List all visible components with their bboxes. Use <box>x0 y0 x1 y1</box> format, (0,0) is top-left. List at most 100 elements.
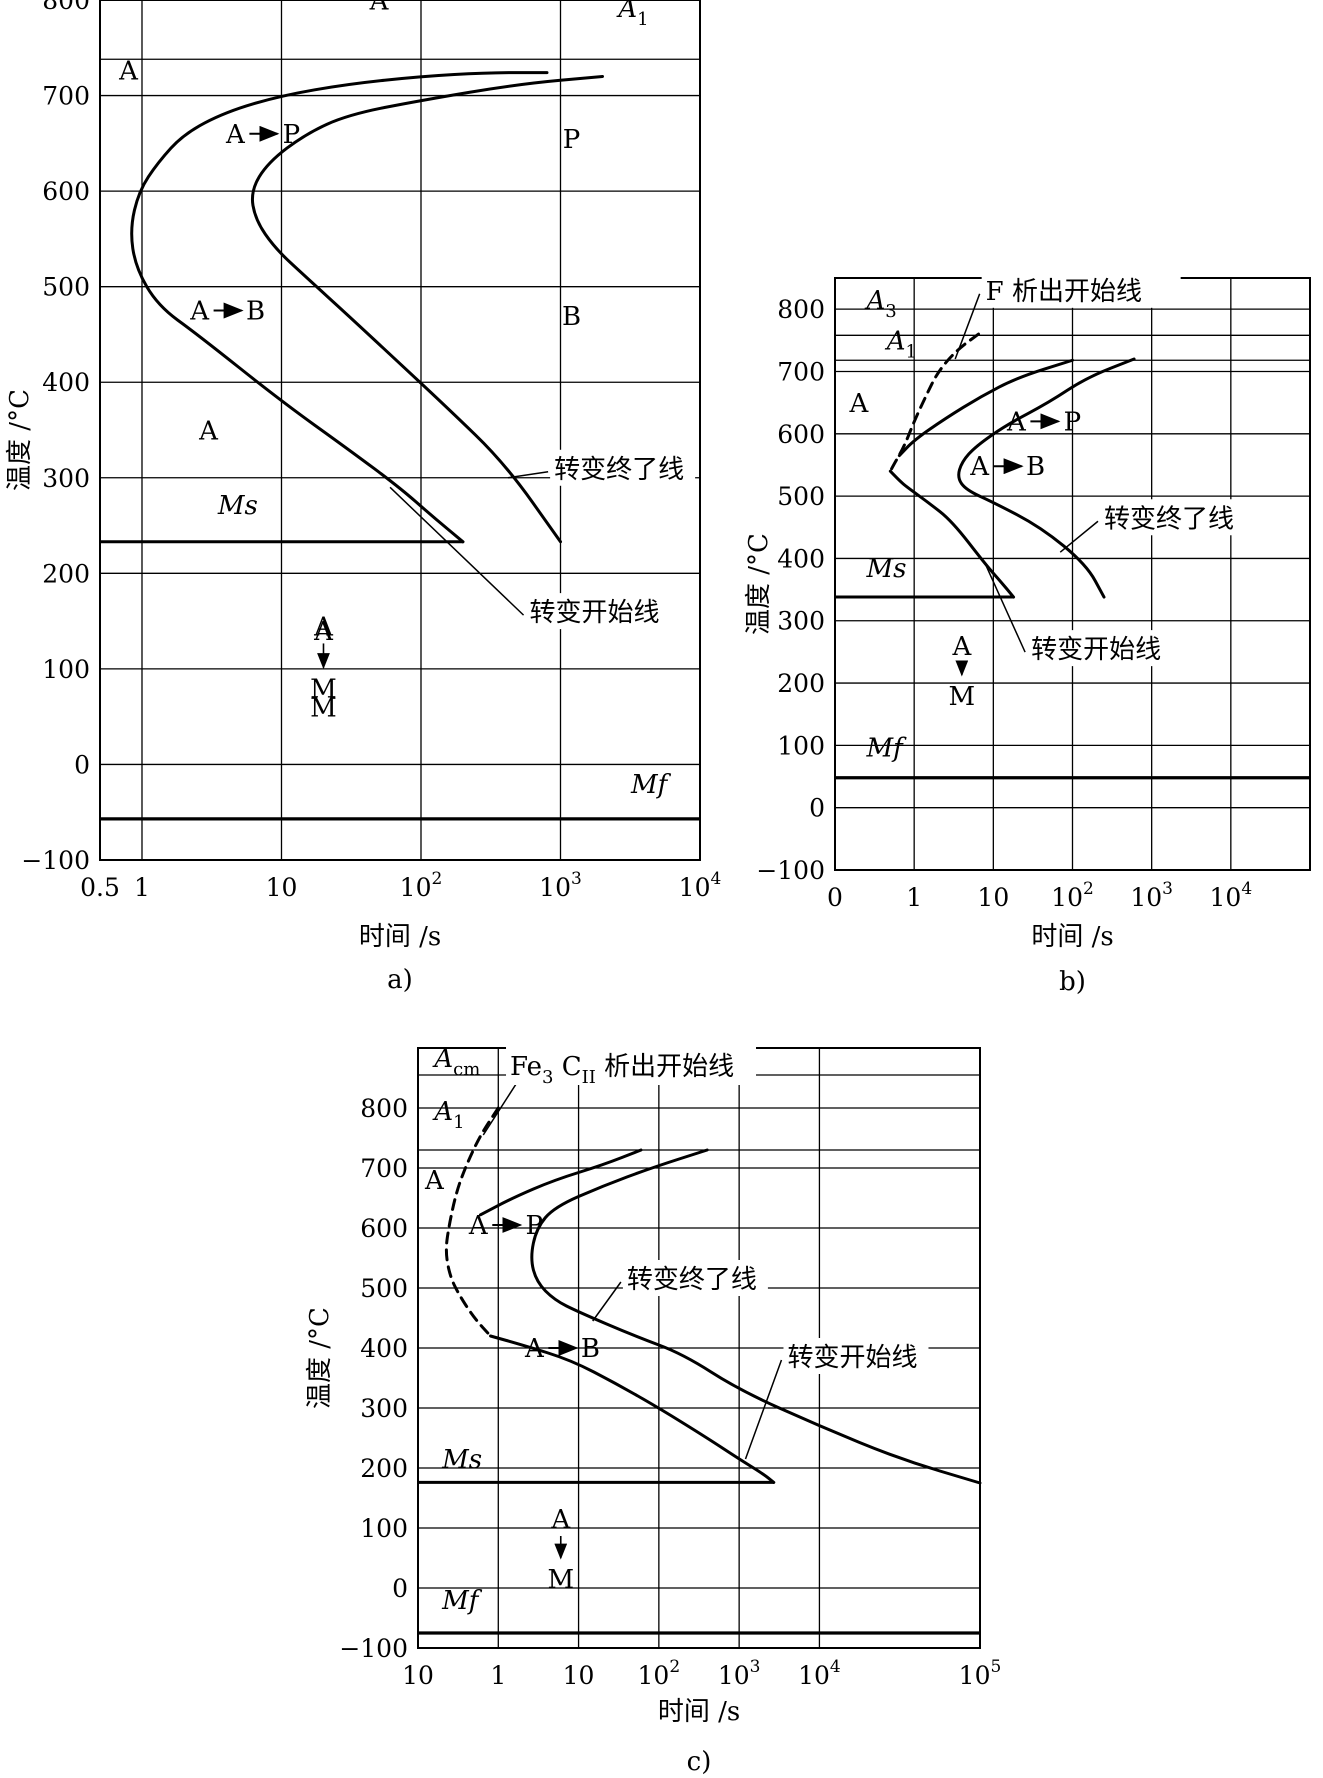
region-label: P <box>563 125 581 155</box>
y-tick-label: 400 <box>42 368 90 397</box>
callout-leader <box>389 486 525 616</box>
callout-leader <box>482 1080 519 1136</box>
a-to-m-top: A <box>951 632 972 662</box>
curve-series-0 <box>130 71 549 544</box>
y-tick-label: 800 <box>360 1094 408 1123</box>
curve-series-1 <box>250 74 604 544</box>
x-tick-label: 1 <box>906 883 922 912</box>
curve-series-2 <box>897 358 1074 458</box>
x-axis-title: 时间 /s <box>1031 922 1113 952</box>
chart-panel-c: 10 1 10 102 103 104 105 800 700 600 500 400 300 200 10… <box>305 1044 1001 1777</box>
callout-bg <box>525 593 671 630</box>
y-axis-title: 温度 /°C <box>5 389 35 491</box>
critical-temp-label: A1 <box>885 327 917 363</box>
region-label: A <box>313 617 334 647</box>
y-tick-label: 0 <box>74 750 90 779</box>
y-tick-label: 800 <box>42 0 90 15</box>
arrow-label-from: A <box>468 1211 489 1241</box>
mf-label: Mf <box>630 770 672 800</box>
plot-frame <box>99 0 701 861</box>
curve-series-1 <box>489 1334 776 1484</box>
x-tick-label: 0.5 <box>80 873 120 902</box>
callout-leader <box>507 471 549 479</box>
y-tick-label: 800 <box>777 295 825 324</box>
x-tick-label: 104 <box>679 869 722 902</box>
y-tick-label: 400 <box>360 1334 408 1363</box>
x-tick-label: 10 <box>266 873 298 902</box>
callout-bg <box>981 271 1181 308</box>
x-axis-title: 时间 /s <box>658 1697 740 1727</box>
callout-bg <box>783 1338 929 1374</box>
callout-leader <box>954 293 981 360</box>
mf-label: Mf <box>441 1586 483 1616</box>
region-label: A <box>198 417 219 447</box>
y-tick-label: 300 <box>42 464 90 493</box>
x-axis-title: 时间 /s <box>359 922 441 952</box>
curve-series-3 <box>530 1148 982 1485</box>
a-to-m-bottom: M <box>547 1565 574 1595</box>
curve-series-1 <box>888 469 1016 599</box>
region-label: M <box>310 694 337 724</box>
arrow-label-to: P <box>1064 407 1082 437</box>
ms-label: Ms <box>441 1445 482 1475</box>
x-tick-label: 103 <box>1130 879 1173 912</box>
region-label: B <box>562 302 581 332</box>
callout-label: F 析出开始线 <box>986 277 1142 307</box>
critical-temp-label: A3 <box>865 286 897 322</box>
callout-bg <box>1100 499 1246 536</box>
x-tick-label: 102 <box>400 869 443 902</box>
x-tick-label: 1 <box>134 873 150 902</box>
ms-label: Ms <box>866 554 907 584</box>
region-label: A <box>118 56 139 86</box>
x-tick-label: 105 <box>959 1657 1002 1690</box>
y-tick-label: 100 <box>777 731 825 760</box>
y-tick-label: −100 <box>756 856 825 885</box>
callout-label: 转变开始线 <box>1031 635 1161 665</box>
critical-temp-label: A1 <box>616 0 648 30</box>
callout-leader <box>984 564 1026 653</box>
arrow-label-to: B <box>581 1334 600 1364</box>
callout-bg <box>550 449 696 486</box>
x-tick-label: 0 <box>827 883 843 912</box>
callout-leader <box>1059 520 1099 553</box>
region-label: A <box>848 389 869 419</box>
callout-bg <box>506 1047 757 1085</box>
x-tick-label: 103 <box>718 1657 761 1690</box>
curve-series-0 <box>444 1106 500 1338</box>
curve-series-3 <box>957 357 1136 599</box>
callout-leader <box>592 1281 622 1322</box>
y-tick-label: 500 <box>360 1274 408 1303</box>
region-label: A <box>424 1166 445 1196</box>
mf-label: Mf <box>866 734 908 764</box>
arrow-label-from: A <box>969 452 990 482</box>
y-tick-label: 700 <box>777 357 825 386</box>
arrow-label-from: A <box>189 297 210 327</box>
callout-label: 转变开始线 <box>530 598 660 628</box>
y-axis-title: 温度 /°C <box>305 1307 335 1409</box>
chart-panel-b: 0 1 10 102 103 1048007006005004003002001000−1… <box>744 271 1311 997</box>
y-tick-label: 0 <box>809 794 825 823</box>
arrow-label-to: P <box>526 1211 544 1241</box>
y-tick-label: 600 <box>360 1214 408 1243</box>
x-tick-label: 10 <box>977 883 1009 912</box>
callout-label: 转变终了线 <box>1104 504 1234 534</box>
y-tick-label: 0 <box>392 1574 408 1603</box>
x-tick-label: 10 <box>402 1661 434 1690</box>
y-tick-label: 100 <box>360 1514 408 1543</box>
critical-temp-label: A1 <box>432 1097 464 1133</box>
chart-panel-a: 0.5 1 10 102 103 104 800 700 600 500 400 300 200 100 0… <box>5 0 721 995</box>
x-tick-label: 102 <box>638 1657 681 1690</box>
a-to-m-bottom: M <box>310 675 337 705</box>
y-tick-label: 500 <box>42 273 90 302</box>
y-tick-label: 500 <box>777 482 825 511</box>
arrow-label-to: P <box>283 120 301 150</box>
x-tick-label: 1 <box>490 1661 506 1690</box>
x-tick-label: 104 <box>1210 879 1253 912</box>
arrow-label-from: A <box>225 120 246 150</box>
y-tick-label: 200 <box>777 669 825 698</box>
callout-leader <box>744 1359 783 1460</box>
region-label: A <box>369 0 390 17</box>
y-tick-label: −100 <box>21 846 90 875</box>
panel-caption: a) <box>387 965 413 995</box>
y-tick-label: 200 <box>360 1454 408 1483</box>
